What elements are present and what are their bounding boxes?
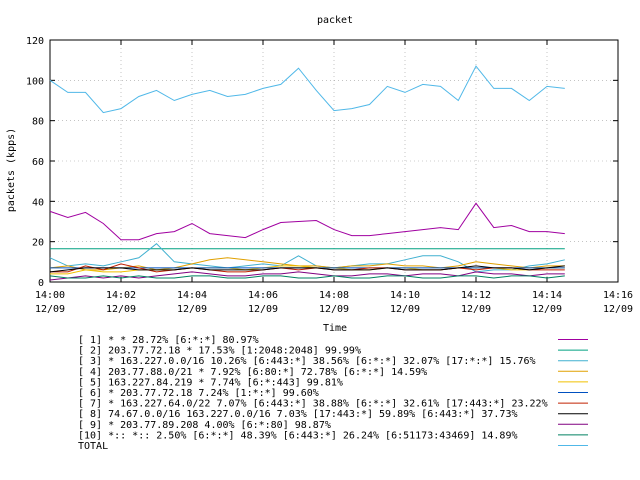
x-tick-label-date: 12/09 bbox=[319, 304, 349, 315]
x-tick-label-time: 14:00 bbox=[35, 290, 65, 301]
y-axis-label: packets (kpps) bbox=[6, 128, 17, 212]
x-tick-label-time: 14:08 bbox=[319, 290, 349, 301]
x-tick-label-time: 14:12 bbox=[461, 290, 491, 301]
x-tick-label-date: 12/09 bbox=[248, 304, 278, 315]
grid bbox=[49, 39, 619, 283]
x-tick-label-date: 12/09 bbox=[603, 304, 633, 315]
legend: [ 1] * * 28.72% [6:*:*] 80.97%[ 2] 203.7… bbox=[78, 335, 588, 452]
legend-entry-label: [ 8] 74.67.0.0/16 163.227.0.0/16 7.03% [… bbox=[78, 409, 518, 420]
x-tick-label-date: 12/09 bbox=[390, 304, 420, 315]
legend-entry-label: [ 3] * 163.227.0.0/16 10.26% [6:443:*] 3… bbox=[78, 356, 536, 367]
x-tick-label-time: 14:04 bbox=[177, 290, 207, 301]
series-line bbox=[49, 202, 565, 241]
y-tick-label: 120 bbox=[26, 36, 44, 47]
x-tick-label-time: 14:10 bbox=[390, 290, 420, 301]
x-axis-label: Time bbox=[323, 323, 347, 334]
series-line bbox=[49, 65, 565, 114]
x-tick-label-date: 12/09 bbox=[461, 304, 491, 315]
y-tick-label: 40 bbox=[32, 197, 44, 208]
x-tick-label-date: 12/09 bbox=[35, 304, 65, 315]
series-line bbox=[49, 257, 565, 271]
legend-entry-label: [ 1] * * 28.72% [6:*:*] 80.97% bbox=[78, 335, 259, 346]
y-tick-label: 20 bbox=[32, 238, 44, 249]
legend-entry-label: [10] *:: *:: 2.50% [6:*:*] 48.39% [6:443… bbox=[78, 430, 518, 441]
axes: 0 20 40 60 80 100 120 14:00 12/09 14:02 12/09 14:04… bbox=[26, 36, 633, 315]
series-line bbox=[49, 265, 565, 273]
series-line bbox=[49, 275, 565, 279]
plot-lines bbox=[49, 65, 565, 281]
x-tick-label-time: 14:02 bbox=[106, 290, 136, 301]
legend-entry-label: [ 2] 203.77.72.18 * 17.53% [1:2048:2048]… bbox=[78, 346, 361, 357]
legend-entry-label: TOTAL bbox=[78, 441, 108, 452]
x-tick-label-time: 14:06 bbox=[248, 290, 278, 301]
chart-title: packet bbox=[317, 15, 353, 26]
y-tick-label: 60 bbox=[32, 157, 44, 168]
x-tick-label-date: 12/09 bbox=[106, 304, 136, 315]
x-tick-label-time: 14:16 bbox=[603, 290, 633, 301]
series-line bbox=[49, 271, 565, 281]
x-tick-label-date: 12/09 bbox=[532, 304, 562, 315]
x-tick-label-date: 12/09 bbox=[177, 304, 207, 315]
x-tick-label-time: 14:14 bbox=[532, 290, 562, 301]
series-line bbox=[50, 263, 565, 273]
y-tick-label: 100 bbox=[26, 76, 44, 87]
legend-entry-label: [ 6] * 203.77.72.18 7.24% [1:*:*] 99.60% bbox=[78, 388, 319, 399]
series-line bbox=[49, 243, 565, 273]
legend-entry-label: [ 7] * 163.227.64.0/22 7.07% [6:443:*] 3… bbox=[78, 399, 548, 410]
legend-entry-label: [ 5] 163.227.84.219 * 7.74% [6:*:443] 99… bbox=[78, 377, 343, 388]
y-tick-label: 80 bbox=[32, 117, 44, 128]
legend-entry-label: [ 4] 203.77.88.0/21 * 7.92% [6:80:*] 72.… bbox=[78, 367, 427, 378]
y-tick-label: 0 bbox=[38, 278, 44, 289]
legend-entry-label: [ 9] * 203.77.89.208 4.00% [6:*:80] 98.8… bbox=[78, 420, 331, 431]
